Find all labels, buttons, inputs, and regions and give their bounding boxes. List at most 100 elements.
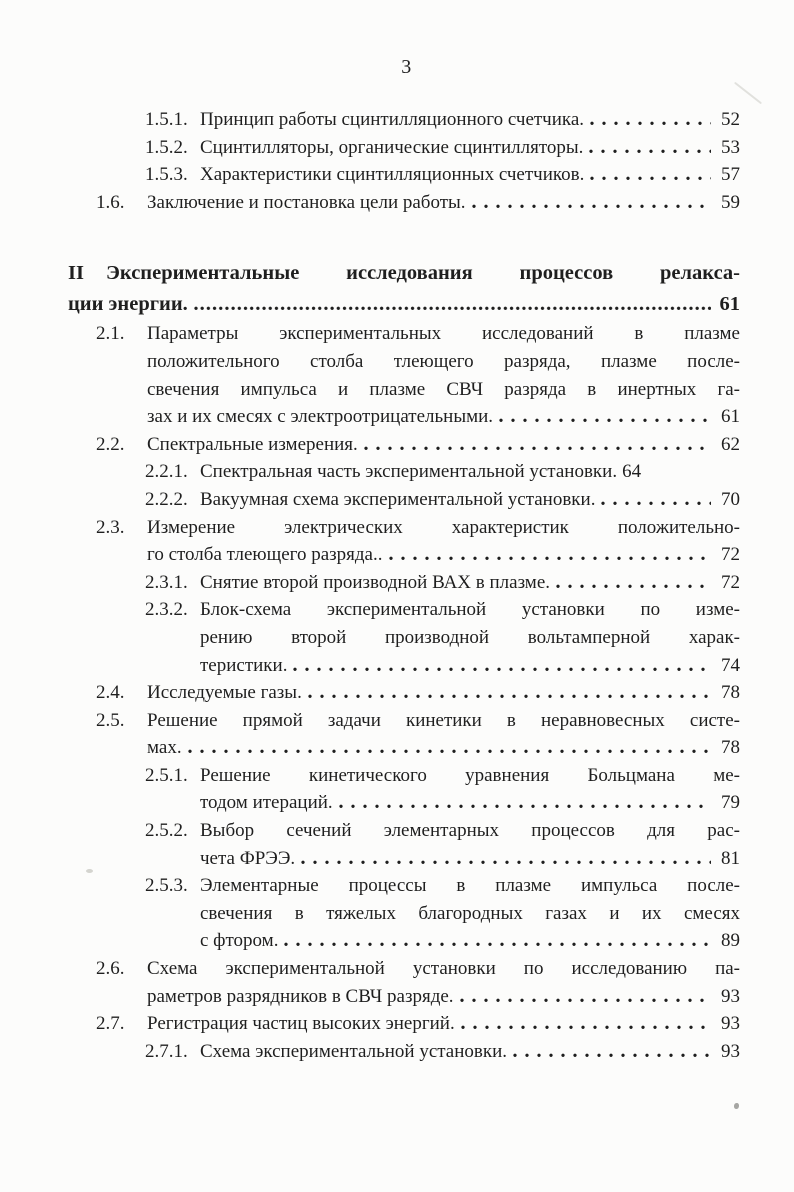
toc-line: 1.5.1. Принцип работы сцинтилляционного с… [73,106,740,134]
dot-leader [587,148,711,153]
dot-leader [458,1025,711,1030]
toc-line: 2.7.1. Схема экспериментальной установки.… [73,1038,740,1066]
toc-line: го столба тлеющего разряда.. 72 [73,541,740,569]
toc-entry-number: 2.7. [96,1013,125,1035]
toc-line: 1.6. Заключение и постановка цели работы.… [73,189,740,217]
toc-entry-title: с фтором. [200,930,279,952]
toc-page-ref: 59 [721,191,740,213]
dot-leader [469,203,711,208]
toc-entry-title: ции энергии. [68,293,188,316]
toc-entry-number: 1.5.1. [145,109,188,130]
toc-entry-number: 1.6. [96,191,125,213]
toc-line: 1.5.2. Сцинтилляторы, органические сцинти… [73,134,740,162]
toc-entry-title: Спектральные измерения. [147,433,358,455]
toc-entry-title: Сцинтилляторы, органические сцинтиллятор… [200,136,584,158]
toc-entry-number: 2.2.2. [145,488,188,510]
toc-entry-number: 2.2. [96,433,125,455]
toc-line: 2.7. Регистрация частиц высоких энергий. 9… [73,1010,740,1038]
toc-line: 2.3.2. Блок-схема экспериментальной устан… [73,596,740,624]
table-of-contents: 1.5.1. Принцип работы сцинтилляционного с… [68,106,740,1066]
toc-entry-number: 2.5.1. [145,764,188,786]
toc-line: свечения в тяжелых благородных газах и и… [73,900,740,928]
toc-entry-number: 2.2.1. [145,461,188,483]
dot-leader [599,500,711,505]
toc-page-ref: 81 [721,847,740,869]
toc-page-ref: 78 [721,737,740,759]
toc-entry-number: 1.5.3. [145,164,188,186]
dot-leader [554,583,711,588]
toc-line: мах. 78 [73,734,740,762]
toc-line: 2.2.1. Спектральная часть экспериментальн… [73,458,740,486]
dot-leader [511,1052,711,1057]
toc-entry-number: 1.5.2. [145,136,188,158]
toc-entry-number: 2.3.2. [145,599,188,621]
toc-entry-title: Параметры экспериментальных исследований… [147,323,740,345]
toc-page-ref: 52 [721,109,740,130]
toc-entry-number: 2.6. [96,958,125,980]
dot-leader [588,176,711,181]
toc-entry-number: 2.5. [96,709,125,731]
toc-line: 2.6. Схема экспериментальной установки по… [73,955,740,983]
scan-artifact-speck [86,869,93,873]
toc-line: с фтором. 89 [73,927,740,955]
toc-line: тодом итераций. 79 [73,789,740,817]
toc-entry-number: 2.3.1. [145,571,188,593]
toc-page-ref: 64 [622,461,642,483]
toc-entry-number: 2.5.3. [145,875,188,897]
dot-leader [191,306,711,311]
toc-line: 2.3. Измерение электрических характеристи… [73,514,740,542]
toc-line: II Экспериментальные исследования процесс… [68,258,740,289]
toc-entry-title: Элементарные процессы в плазме импульса … [200,875,740,897]
toc-line: ции энергии. 61 [68,289,740,320]
toc-line: раметров разрядников в СВЧ разряде. 93 [73,983,740,1011]
toc-page-ref: 70 [721,488,740,510]
scan-artifact-speck [734,1103,739,1109]
toc-entry-title: Выбор сечений элементарных процессов для… [200,820,740,842]
toc-page-ref: 78 [721,682,740,704]
dot-leader [588,121,711,125]
toc-line: 2.4. Исследуемые газы. 78 [73,679,740,707]
dot-leader [497,418,711,423]
dot-leader [386,556,711,561]
toc-entry-number: 2.4. [96,682,125,704]
toc-line: 2.1. Параметры экспериментальных исследов… [73,320,740,348]
dot-leader [305,694,711,699]
toc-line: 2.5.1. Решение кинетического уравнения Бо… [73,762,740,790]
dot-leader [185,749,711,754]
toc-entry-title: Исследуемые газы. [147,682,302,704]
toc-entry-title: рению второй производной вольтамперной х… [200,626,740,648]
toc-entry-title: Решение кинетического уравнения Больцман… [200,764,740,786]
section-gap [73,216,740,258]
toc-entry-title: Схема экспериментальной установки. [200,1040,508,1062]
toc-entry-number: II [68,262,84,285]
toc-entry-title: чета ФРЭЭ. [200,847,296,869]
toc-page-ref: 93 [721,1040,740,1062]
toc-page-ref: 93 [721,985,740,1007]
toc-page-ref: 72 [721,571,740,593]
toc-line: чета ФРЭЭ. 81 [73,845,740,873]
toc-entry-title: положительного столба тлеющего разряда, … [147,350,740,372]
toc-page-ref: 57 [721,164,740,186]
toc-entry-title: раметров разрядников в СВЧ разряде. [147,985,454,1007]
toc-line: 2.3.1. Снятие второй производной ВАХ в пл… [73,569,740,597]
toc-entry-title: Решение прямой задачи кинетики в неравно… [147,709,740,731]
toc-line: 2.2. Спектральные измерения. 62 [73,431,740,459]
toc-entry-title: свечения импульса и плазме СВЧ разряда в… [147,378,740,400]
dot-leader [299,859,711,864]
toc-entry-title: мах. [147,737,182,759]
toc-line: свечения импульса и плазме СВЧ разряда в… [73,376,740,404]
toc-line: 1.5.3. Характеристики сцинтилляционных сч… [73,161,740,189]
toc-entry-title: Характеристики сцинтилляционных счетчико… [200,164,585,186]
toc-entry-title: Спектральная часть экспериментальной уст… [200,461,618,483]
toc-line: теристики. 74 [73,652,740,680]
toc-page-ref: 79 [721,792,740,814]
dot-leader [336,804,711,809]
toc-entry-title: Принцип работы сцинтилляционного счетчик… [200,109,585,130]
toc-page-ref: 93 [721,1013,740,1035]
toc-entry-title: Блок-схема экспериментальной установки п… [200,599,740,621]
toc-entry-title: Схема экспериментальной установки по исс… [147,958,740,980]
toc-entry-title: теристики. [200,654,288,676]
toc-page-ref: 89 [721,930,740,952]
toc-entry-number: 2.1. [96,323,125,345]
toc-entry-number: 2.3. [96,516,125,538]
